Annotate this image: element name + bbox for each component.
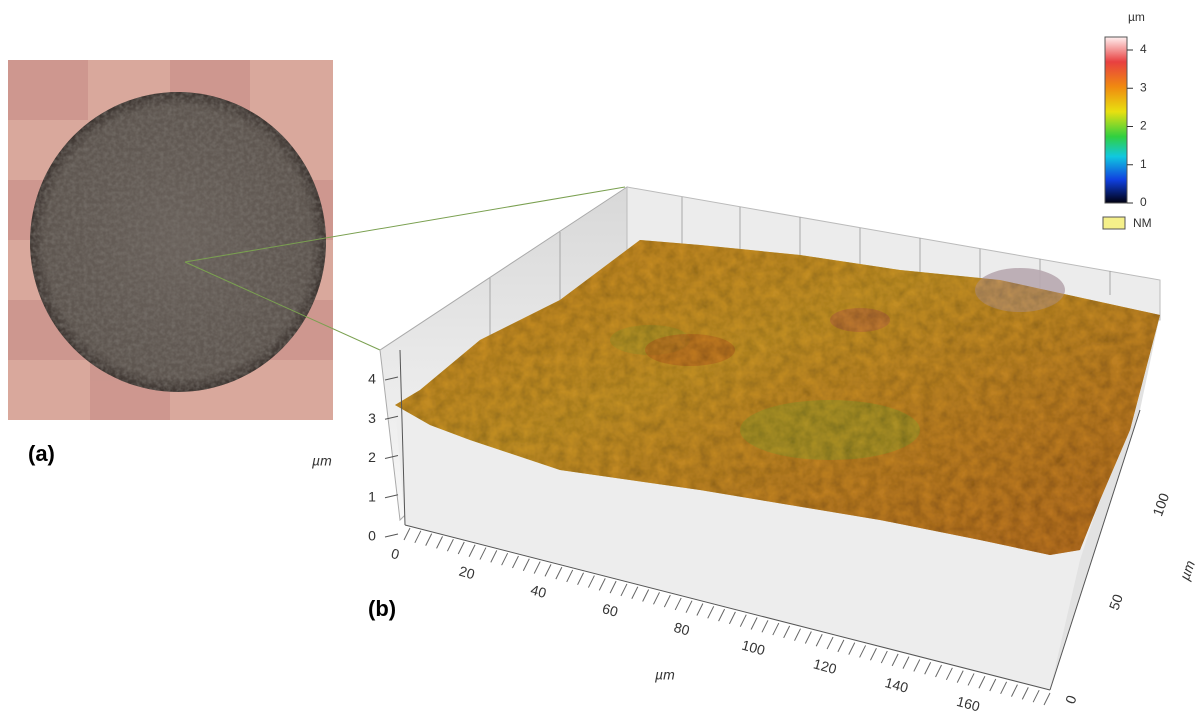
z-axis-label: µm <box>312 453 332 469</box>
minor-tick <box>1001 682 1007 694</box>
x-tick-label: 20 <box>457 563 476 583</box>
minor-tick <box>784 626 790 638</box>
minor-tick <box>447 539 453 551</box>
x-tick-label: 80 <box>672 619 691 639</box>
minor-tick <box>664 595 670 607</box>
colorbar-tick-label: 2 <box>1140 119 1147 133</box>
minor-tick <box>632 587 638 599</box>
minor-tick <box>903 657 909 669</box>
minor-tick <box>675 598 681 610</box>
minor-tick <box>849 643 855 655</box>
x-tick-label: 60 <box>601 600 620 620</box>
z-tick-label: 3 <box>368 410 376 426</box>
panel-label: (a) <box>28 441 55 466</box>
minor-tick <box>708 606 714 618</box>
minor-tick <box>729 612 735 624</box>
minor-tick <box>458 542 464 554</box>
minor-tick <box>892 654 898 666</box>
minor-tick <box>578 573 584 585</box>
minor-tick <box>979 676 985 688</box>
minor-tick <box>643 590 649 602</box>
minor-tick <box>751 617 757 629</box>
minor-tick <box>870 648 876 660</box>
minor-tick <box>469 545 475 557</box>
z-tick-label: 4 <box>368 371 376 387</box>
nm-swatch <box>1103 217 1125 229</box>
nm-label: NM <box>1133 216 1152 230</box>
x-tick-label: 160 <box>955 693 982 713</box>
x-tick-label: 120 <box>812 655 839 677</box>
minor-tick <box>957 671 963 683</box>
minor-tick <box>621 584 627 596</box>
x-axis-label: µm <box>655 667 675 683</box>
minor-tick <box>762 620 768 632</box>
minor-tick <box>1022 687 1028 699</box>
minor-tick <box>946 668 952 680</box>
minor-tick <box>925 662 931 674</box>
surface-plot <box>380 187 1160 690</box>
minor-tick <box>437 536 443 548</box>
minor-tick <box>502 553 508 565</box>
figure: (a) (b) µm µm µm µm NM 01234020406080100… <box>0 0 1198 713</box>
z-tick <box>385 495 398 498</box>
colorbar-tick-label: 0 <box>1140 195 1147 209</box>
x-tick-label: 100 <box>740 637 767 659</box>
x-tick-label: 140 <box>883 674 910 696</box>
z-tick-label: 1 <box>368 488 376 504</box>
minor-tick <box>599 578 605 590</box>
minor-tick <box>805 631 811 643</box>
minor-tick <box>740 615 746 627</box>
minor-tick <box>686 601 692 613</box>
colorbar-tick-label: 4 <box>1140 42 1147 56</box>
panel-label: (b) <box>368 596 396 621</box>
x-tick-label: 0 <box>389 545 401 563</box>
minor-tick <box>653 592 659 604</box>
minor-tick <box>567 570 573 582</box>
z-tick <box>385 534 398 537</box>
minor-tick <box>491 550 497 562</box>
minor-tick <box>512 556 518 568</box>
colorbar-tick-label: 1 <box>1140 157 1147 171</box>
minor-tick <box>719 609 725 621</box>
minor-tick <box>1044 693 1050 705</box>
colorbar <box>1105 37 1127 203</box>
minor-tick <box>610 581 616 593</box>
z-tick-label: 0 <box>368 528 376 544</box>
minor-tick <box>480 548 486 560</box>
minor-tick <box>545 564 551 576</box>
minor-tick <box>795 629 801 641</box>
minor-tick <box>773 623 779 635</box>
minor-tick <box>697 604 703 616</box>
minor-tick <box>914 659 920 671</box>
y-tick-label: 100 <box>1149 491 1172 519</box>
y-tick-label: 0 <box>1062 693 1080 706</box>
minor-tick <box>968 673 974 685</box>
x-tick-label: 40 <box>529 582 548 602</box>
minor-tick <box>426 534 432 546</box>
minor-tick <box>415 531 421 543</box>
minor-tick <box>556 567 562 579</box>
minor-tick <box>838 640 844 652</box>
minor-tick <box>1033 690 1039 702</box>
minor-tick <box>404 528 410 540</box>
colorbar-tick-label: 3 <box>1140 80 1147 94</box>
minor-tick <box>827 637 833 649</box>
minor-tick <box>860 645 866 657</box>
minor-tick <box>936 665 942 677</box>
y-tick-label: 50 <box>1106 592 1126 612</box>
colorbar-unit: µm <box>1128 10 1145 24</box>
micrograph <box>8 60 333 420</box>
minor-tick <box>523 559 529 571</box>
minor-tick <box>588 576 594 588</box>
y-axis-label: µm <box>1176 558 1198 582</box>
z-tick-label: 2 <box>368 449 376 465</box>
minor-tick <box>816 634 822 646</box>
minor-tick <box>881 651 887 663</box>
minor-tick <box>534 562 540 574</box>
minor-tick <box>990 679 996 691</box>
minor-tick <box>1011 685 1017 697</box>
